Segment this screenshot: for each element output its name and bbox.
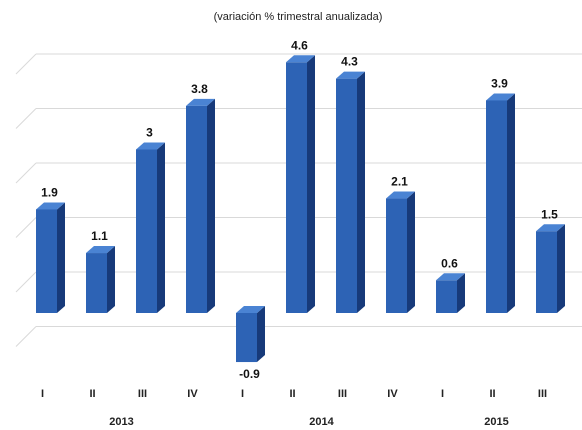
- x-tick-label: IV: [387, 388, 398, 400]
- year-labels: 2013 2014 2015: [109, 416, 508, 428]
- grid-line: [15, 271, 37, 293]
- bar-side: [157, 142, 165, 313]
- x-tick-label: III: [138, 388, 147, 400]
- bar-top: [186, 98, 215, 106]
- bar: [36, 202, 65, 313]
- bar-top: [436, 273, 465, 281]
- bar: [236, 306, 265, 363]
- bar: [486, 93, 515, 313]
- grid-line: [15, 108, 37, 129]
- bar-front: [186, 105, 207, 314]
- bars: [36, 55, 565, 363]
- value-label: 2.1: [391, 175, 408, 189]
- x-tick-label: III: [338, 388, 347, 400]
- bar-side: [357, 71, 365, 314]
- bar-front: [36, 209, 57, 313]
- x-tick-label: II: [89, 388, 95, 400]
- bar: [536, 224, 565, 313]
- bar-side: [457, 273, 465, 313]
- bar-front: [336, 78, 357, 314]
- bar-side: [407, 191, 415, 313]
- x-tick-label: I: [441, 388, 444, 400]
- grid-line: [15, 326, 37, 347]
- value-label: 1.5: [541, 207, 558, 221]
- value-label: 3: [146, 126, 153, 140]
- bar-top: [286, 55, 315, 63]
- x-tick-label: II: [489, 388, 495, 400]
- x-tick-labels: I II III IV I II III IV I II III: [41, 388, 547, 400]
- bar-front: [136, 149, 157, 313]
- bar-top: [386, 191, 415, 199]
- bar: [86, 246, 115, 313]
- bar-front: [486, 100, 507, 313]
- bar-top: [486, 93, 515, 101]
- value-label: 3.9: [491, 76, 508, 90]
- value-labels: 1.9 1.1 3 3.8 -0.9 4.6 4.3 2.1 0.6 3.9 1.5: [41, 38, 558, 381]
- bar-side: [557, 224, 565, 313]
- x-tick-label: IV: [187, 388, 198, 400]
- chart-subtitle: (variación % trimestral anualizada): [214, 11, 383, 23]
- year-label: 2013: [109, 416, 133, 428]
- bar: [386, 191, 415, 313]
- bar-top: [536, 224, 565, 232]
- bar-top: [236, 306, 265, 313]
- value-label: 0.6: [441, 256, 458, 270]
- bar-side: [307, 55, 315, 314]
- value-label: 4.6: [291, 38, 308, 52]
- bar: [136, 142, 165, 313]
- bar: [436, 273, 465, 313]
- year-label: 2015: [484, 416, 508, 428]
- bar-front: [386, 198, 407, 313]
- bar-side: [507, 93, 515, 313]
- bar-front: [286, 62, 307, 313]
- value-label: 3.8: [191, 82, 208, 96]
- bar: [286, 55, 315, 314]
- bar-top: [336, 71, 365, 79]
- value-label: 4.3: [341, 55, 358, 69]
- bar-top: [86, 246, 115, 254]
- bar-front: [436, 280, 457, 313]
- bar-side: [207, 98, 215, 314]
- x-tick-label: III: [538, 388, 547, 400]
- bar: [186, 98, 215, 314]
- value-label: 1.1: [91, 229, 108, 243]
- grid-line: [15, 53, 37, 75]
- value-label: 1.9: [41, 185, 58, 199]
- x-tick-label: I: [41, 388, 44, 400]
- bar-top: [36, 202, 65, 210]
- bar-front: [236, 313, 257, 363]
- grid-line: [15, 217, 37, 238]
- bar-front: [536, 231, 557, 313]
- value-label: -0.9: [239, 367, 260, 381]
- bar-top: [136, 142, 165, 150]
- bar-side: [107, 246, 115, 313]
- bar-side: [257, 306, 265, 363]
- bar-side: [57, 202, 65, 313]
- bar: [336, 71, 365, 314]
- x-tick-label: II: [289, 388, 295, 400]
- bar-front: [86, 253, 107, 313]
- x-tick-label: I: [241, 388, 244, 400]
- year-label: 2014: [309, 416, 334, 428]
- grid-line: [15, 162, 37, 184]
